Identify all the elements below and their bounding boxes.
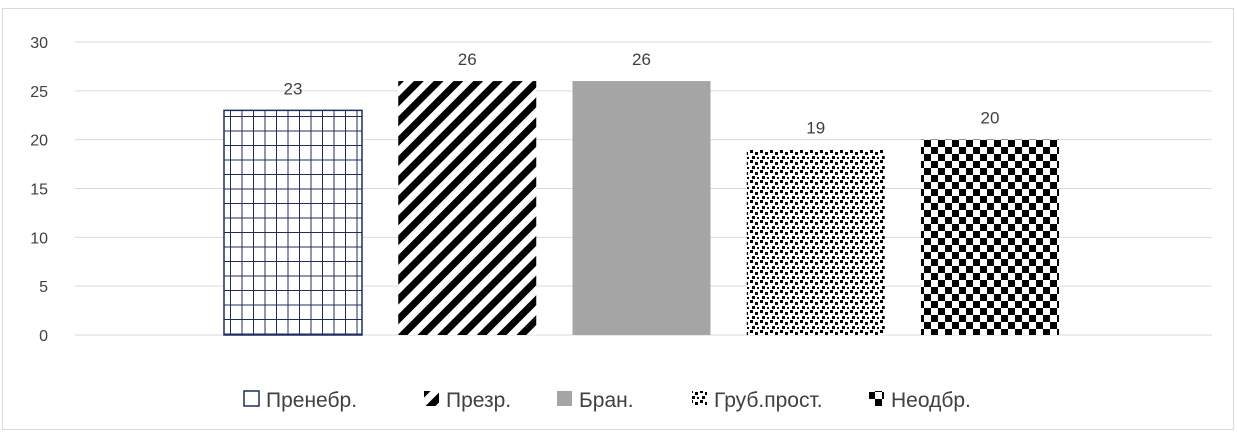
legend-label: Презр. <box>446 389 511 412</box>
legend-label: Бран. <box>579 389 634 412</box>
bars <box>223 81 1059 336</box>
legend-label: Неодбр. <box>891 389 971 412</box>
y-tick-label: 10 <box>30 230 48 247</box>
legend-label: Груб.прост. <box>714 389 823 412</box>
y-tick-label: 15 <box>30 182 48 199</box>
y-tick-label: 5 <box>39 279 48 296</box>
legend: Пренебр. Презр. Бран. Груб.прост. Неодбр. <box>243 389 971 412</box>
data-labels: 23 26 26 19 20 <box>284 50 1000 137</box>
bar-3 <box>572 81 711 335</box>
legend-swatch <box>869 391 884 406</box>
legend-swatch <box>243 390 260 407</box>
data-label: 26 <box>632 50 651 69</box>
y-tick-label: 0 <box>39 328 48 345</box>
y-tick-label: 30 <box>30 35 48 52</box>
bar-5 <box>921 139 1059 335</box>
data-label: 26 <box>458 50 477 69</box>
bar-2 <box>398 81 537 335</box>
y-tick-label: 25 <box>30 84 48 101</box>
legend-label: Пренебр. <box>266 389 357 412</box>
bar-4 <box>746 149 885 335</box>
data-label: 19 <box>806 118 825 137</box>
legend-swatch <box>424 391 439 406</box>
legend-swatch <box>692 391 707 406</box>
bar-1 <box>223 109 363 336</box>
legend-swatch <box>557 391 572 406</box>
data-label: 23 <box>284 79 303 98</box>
y-axis: 0 5 10 15 20 25 30 <box>30 35 48 345</box>
data-label: 20 <box>981 109 1000 128</box>
y-tick-label: 20 <box>30 133 48 150</box>
